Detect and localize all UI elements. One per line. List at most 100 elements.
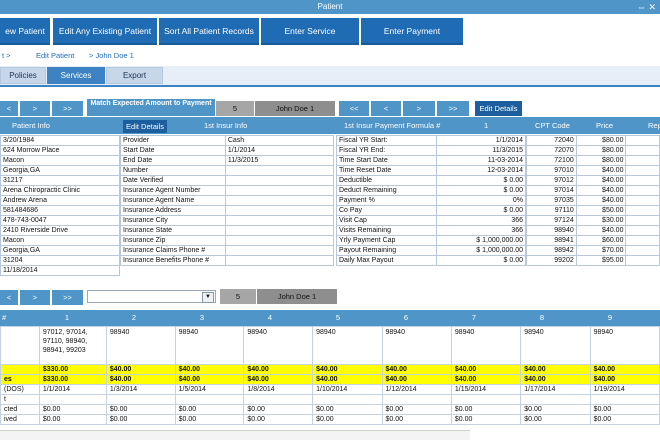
tab-policies[interactable]: Policies [0,67,46,84]
cpt-code: 72040 [526,135,577,146]
insur-field-value: 11/3/2015 [224,155,335,166]
edit-details-button-top[interactable]: Edit Details [475,101,522,116]
cpt-row: 72040 $80.00 [526,135,660,146]
payment-formula-table: Fiscal YR Start: 1/1/2014 Fiscal YR End: 11… [335,135,526,266]
last-record-button[interactable]: >> [52,101,83,116]
formula-value: 0% [436,195,526,206]
insur-field-value [224,215,335,226]
formula-label: Visits Remaining [335,225,438,236]
formula-row: Payment % 0% [335,195,526,206]
services-cell: $0.00 [520,404,591,415]
chevron-down-icon[interactable]: ▼ [202,292,214,303]
cpt-rep [625,135,660,146]
cpt-code: 97014 [526,185,577,196]
patient-info-row: Georgia,GA [0,165,120,176]
insur-field-value: Cash [224,135,335,146]
cpt-row: 97124 $30.00 [526,215,660,226]
enter-service-button[interactable]: Enter Service [261,18,359,45]
cpt-price: $50.00 [575,205,627,216]
services-cell: $0.00 [38,404,107,415]
services-row-amount_row2: es $330.00 $40.00 $40.00 $40.00 $40.00 $40.00 $… [0,374,660,385]
prev-service-button[interactable]: < [0,290,18,305]
prev-payment-button[interactable]: < [371,101,401,116]
service-select[interactable]: ▼ [87,290,216,303]
services-column-heading: 8 [539,313,545,322]
services-row-label [0,364,40,375]
edit-details-button-insur[interactable]: Edit Details [123,120,167,133]
services-row-dos: (DOS) 1/1/2014 1/3/2014 1/5/2014 1/8/2014 1/1… [0,384,660,395]
cpt-price: $95.00 [575,255,627,266]
cpt-rep [625,185,660,196]
services-cell [520,394,591,405]
patient-info-value: Macon [0,155,120,166]
insur-field-value [224,165,335,176]
formula-row: Yrly Payment Cap $ 1,000,000.00 [335,235,526,246]
services-cell: 98940 [520,326,591,365]
formula-label: Payout Remaining [335,245,438,256]
window-controls[interactable]: ⇔ ✕ [636,2,656,12]
next-service-button[interactable]: > [20,290,50,305]
cpt-rep [625,175,660,186]
services-column-heading: 4 [267,313,273,322]
patient-info-row: 581484686 [0,205,120,216]
formula-row: Deductible $ 0.00 [335,175,526,186]
formula-label: Daily Max Payout [335,255,438,266]
services-cell: $0.00 [589,404,660,415]
new-patient-button[interactable]: ew Patient [0,18,50,45]
cpt-row: 97035 $40.00 [526,195,660,206]
services-cell: $0.00 [174,404,245,415]
services-cell: 98940 [381,326,452,365]
info-header-row: Patient Info 1st Insur Info 1st Insur Pa… [0,117,660,134]
cpt-price: $40.00 [575,165,627,176]
services-cell: 1/17/2014 [520,384,591,395]
patient-info-table: 3/20/1984 624 Morrow Place Macon Georgia,GA… [0,135,120,276]
match-expected-amount-button[interactable]: Match Expected Amount to Payment [87,99,215,116]
cpt-price: $60.00 [575,235,627,246]
edit-existing-patient-button[interactable]: Edit Any Existing Patient [53,18,157,45]
tab-export[interactable]: Export [106,67,163,84]
insur-field-value [224,185,335,196]
services-cell [38,394,107,405]
formula-row: Co Pay $ 0.00 [335,205,526,216]
services-row-expected: cted $0.00 $0.00 $0.00 $0.00 $0.00 $0.00 $0.00 $… [0,404,660,415]
patient-info-heading: Patient Info [12,121,50,130]
formula-row: Time Start Date 11-03-2014 [335,155,526,166]
prev-record-button[interactable]: < [0,101,18,116]
formula-row: Visits Remaining 366 [335,225,526,236]
cpt-price: $80.00 [575,145,627,156]
formula-value: 12-03-2014 [436,165,526,176]
services-row-label: ived [0,414,40,425]
enter-payment-button[interactable]: Enter Payment [361,18,463,45]
services-cell: $330.00 [38,364,107,375]
first-payment-button[interactable]: << [339,101,369,116]
sort-patient-records-button[interactable]: Sort All Patient Records [159,18,259,45]
patient-info-row: 11/18/2014 [0,265,120,276]
services-column-heading: 3 [199,313,205,322]
last-service-button[interactable]: >> [52,290,83,305]
cpt-price: $40.00 [575,175,627,186]
insur-info-row: Insurance City [120,215,335,226]
next-payment-button[interactable]: > [403,101,435,116]
breadcrumb: t > Edit Patient > John Doe 1 [0,47,660,65]
cpt-price: $70.00 [575,245,627,256]
services-cell [105,394,176,405]
breadcrumb-edit-patient[interactable]: Edit Patient [36,51,75,60]
services-row-label [0,326,40,365]
services-cell [589,394,660,405]
formula-heading: 1st Insur Payment Formula # [344,121,441,130]
horizontal-scrollbar[interactable] [0,430,470,440]
formula-row: Deduct Remaining $ 0.00 [335,185,526,196]
cpt-row: 97014 $40.00 [526,185,660,196]
breadcrumb-item[interactable]: t > [2,51,11,60]
main-toolbar: ew Patient Edit Any Existing Patient Sor… [0,14,660,46]
tab-services[interactable]: Services [47,67,105,84]
services-table: 97012, 97014, 97110, 98940, 98941, 99203… [0,326,660,425]
formula-row: Time Reset Date 12-03-2014 [335,165,526,176]
last-payment-button[interactable]: >> [437,101,469,116]
formula-row: Fiscal YR Start: 1/1/2014 [335,135,526,146]
services-cell: $40.00 [312,364,383,375]
next-record-button[interactable]: > [20,101,50,116]
services-cell: $0.00 [105,404,176,415]
services-column-heading: 9 [607,313,613,322]
cpt-price: $40.00 [575,225,627,236]
